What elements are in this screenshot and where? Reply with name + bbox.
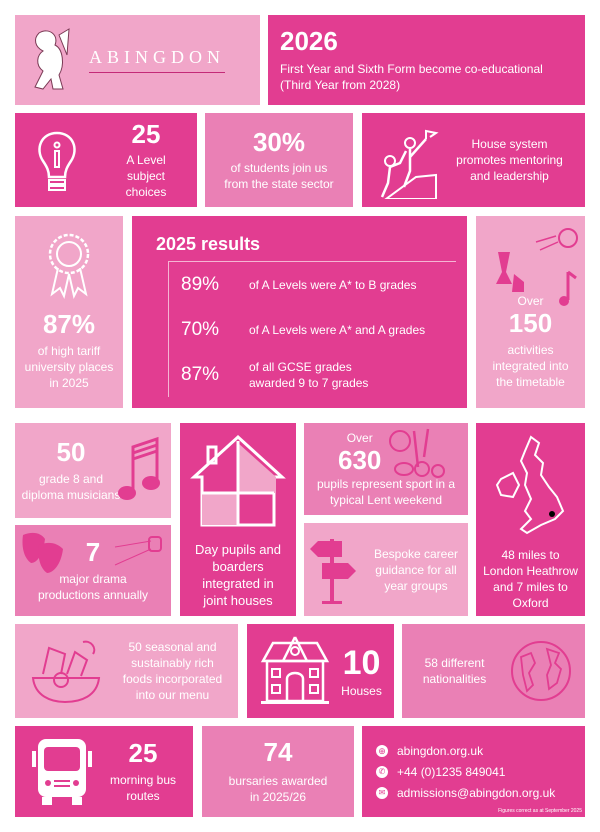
climbing-people-icon bbox=[380, 129, 439, 199]
bursaries-value: 74 bbox=[263, 737, 293, 768]
houses-text: Houses bbox=[341, 683, 382, 698]
rosette-icon bbox=[48, 233, 90, 299]
food-panel: 50 seasonal and sustainably rich foods i… bbox=[15, 624, 238, 718]
sport-text: pupils represent sport in a typical Lent… bbox=[316, 477, 456, 508]
results-text: of A Levels were A* to B grades bbox=[249, 277, 417, 292]
bus-icon bbox=[32, 738, 92, 805]
drama-panel: 7 major drama productions annually bbox=[15, 525, 171, 616]
globe-icon bbox=[510, 641, 571, 701]
alevel-value: 25 bbox=[131, 118, 161, 149]
alevel-text: A Level subject choices bbox=[125, 153, 167, 200]
activities-text: activities integrated into the timetable bbox=[492, 343, 569, 389]
results-row: 70% of A Levels were A* and A grades bbox=[169, 307, 456, 352]
spotlight-icon bbox=[114, 536, 162, 566]
salad-bowl-icon bbox=[31, 640, 101, 704]
food-text: 50 seasonal and sustainably rich foods i… bbox=[122, 640, 223, 702]
results-value: 87% bbox=[181, 363, 220, 385]
results-row: 89% of A Levels were A* to B grades bbox=[169, 262, 456, 307]
uk-map-icon bbox=[495, 435, 564, 535]
music-text: grade 8 and diploma musicians bbox=[21, 471, 121, 502]
results-text: of A Levels were A* and A grades bbox=[249, 322, 426, 337]
houses-value: 10 bbox=[342, 643, 381, 682]
contact-email[interactable]: ✉ admissions@abingdon.org.uk bbox=[376, 786, 555, 800]
sports-equipment-icon bbox=[389, 428, 445, 478]
results-row: 87% of all GCSE grades awarded 9 to 7 gr… bbox=[169, 352, 456, 397]
results-value: 70% bbox=[181, 318, 220, 340]
house-system-panel: House system promotes mentoring and lead… bbox=[362, 113, 585, 207]
sport-panel: Over 630 pupils represent sport in a typ… bbox=[304, 423, 468, 515]
logo-panel: ABINGDON bbox=[15, 15, 260, 105]
contact-phone[interactable]: ✆ +44 (0)1235 849041 bbox=[376, 765, 505, 779]
music-panel: 50 grade 8 and diploma musicians bbox=[15, 423, 171, 518]
houses-panel: 10 Houses bbox=[247, 624, 394, 718]
signpost-icon bbox=[310, 539, 356, 604]
drama-masks-icon bbox=[22, 532, 63, 573]
nationalities-panel: 58 different nationalities bbox=[402, 624, 585, 718]
music-note-icon bbox=[118, 436, 160, 500]
activities-value: 150 bbox=[508, 308, 553, 339]
lightbulb-icon bbox=[38, 131, 76, 191]
puzzle-house-icon bbox=[190, 434, 286, 527]
activities-panel: Over 150 activities integrated into the … bbox=[476, 216, 585, 408]
griffin-crest-icon bbox=[34, 28, 70, 90]
coed-year: 2026 bbox=[280, 25, 338, 56]
sport-prefix: Over bbox=[346, 430, 373, 445]
house-building-icon bbox=[261, 636, 330, 704]
location-panel: 48 miles to London Heathrow and 7 miles … bbox=[476, 423, 585, 616]
state-text: of students join us from the state secto… bbox=[224, 161, 334, 192]
bus-value: 25 bbox=[128, 738, 158, 769]
bursaries-panel: 74 bursaries awarded in 2025/26 bbox=[202, 726, 354, 817]
chess-football-music-icon bbox=[496, 228, 578, 306]
bus-text: morning bus routes bbox=[109, 772, 177, 803]
drama-value: 7 bbox=[85, 537, 101, 568]
logo-text: ABINGDON bbox=[89, 47, 225, 67]
tariff-text: of high tariff university places in 2025 bbox=[24, 343, 114, 390]
music-value: 50 bbox=[56, 437, 86, 468]
alevel-panel: 25 A Level subject choices bbox=[15, 113, 197, 207]
coed-text: First Year and Sixth Form become co-educ… bbox=[280, 62, 543, 93]
career-panel: Bespoke career guidance for all year gro… bbox=[304, 523, 468, 616]
tariff-value: 87% bbox=[42, 309, 96, 339]
coed-panel: 2026 First Year and Sixth Form become co… bbox=[268, 15, 585, 105]
house-system-text: House system promotes mentoring and lead… bbox=[456, 137, 563, 183]
drama-text: major drama productions annually bbox=[37, 571, 149, 602]
state-value: 30% bbox=[252, 126, 306, 157]
bus-panel: 25 morning bus routes bbox=[15, 726, 193, 817]
bursaries-text: bursaries awarded in 2025/26 bbox=[228, 773, 328, 804]
results-title: 2025 results bbox=[156, 234, 261, 254]
houses-integrated-text: Day pupils and boarders integrated in jo… bbox=[195, 542, 281, 608]
globe-icon: ⊕ bbox=[376, 744, 388, 757]
location-text: 48 miles to London Heathrow and 7 miles … bbox=[483, 548, 578, 610]
activities-prefix: Over bbox=[517, 294, 544, 309]
career-text: Bespoke career guidance for all year gro… bbox=[373, 546, 459, 593]
contact-panel: ⊕ abingdon.org.uk ✆ +44 (0)1235 849041 ✉… bbox=[362, 726, 585, 817]
contact-website[interactable]: ⊕ abingdon.org.uk bbox=[376, 744, 483, 758]
phone-icon: ✆ bbox=[376, 765, 388, 778]
results-value: 89% bbox=[181, 273, 220, 295]
tariff-panel: 87% of high tariff university places in … bbox=[15, 216, 123, 408]
results-text: of all GCSE grades awarded 9 to 7 grades bbox=[249, 359, 369, 390]
results-panel: 2025 results 89% of A Levels were A* to … bbox=[132, 216, 467, 408]
state-panel: 30% of students join us from the state s… bbox=[205, 113, 353, 207]
sport-value: 630 bbox=[338, 444, 382, 475]
email-icon: ✉ bbox=[376, 786, 388, 799]
figures-note: Figures correct as at September 2025 bbox=[498, 808, 582, 814]
nationalities-text: 58 different nationalities bbox=[422, 656, 487, 686]
houses-integrated-panel: Day pupils and boarders integrated in jo… bbox=[180, 423, 296, 616]
